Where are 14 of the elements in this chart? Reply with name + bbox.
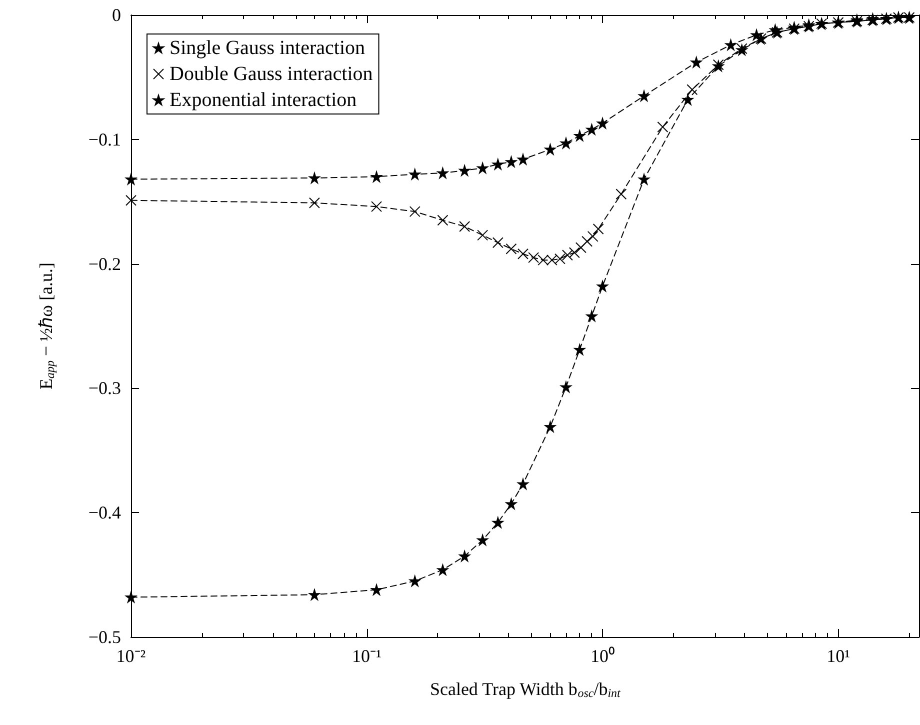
- x-tick-label: 10⁻¹: [352, 646, 382, 666]
- y-tick-label: −0.2: [88, 254, 121, 274]
- x-tick-label: 10⁻²: [116, 646, 146, 666]
- y-tick-label: −0.5: [88, 627, 121, 647]
- y-axis-title: Eapp − ½ℏω [a.u.]: [36, 262, 57, 390]
- legend-label: Single Gauss interaction: [170, 37, 366, 59]
- y-tick-label: −0.3: [88, 378, 121, 398]
- legend-label: Exponential interaction: [170, 89, 357, 111]
- x-tick-label: 10¹: [826, 646, 850, 666]
- legend-label: Double Gauss interaction: [170, 63, 373, 85]
- y-tick-label: −0.1: [88, 129, 121, 150]
- y-tick-label: 0: [112, 5, 121, 25]
- x-tick-label: 10⁰: [590, 646, 615, 666]
- y-tick-label: −0.4: [88, 502, 121, 523]
